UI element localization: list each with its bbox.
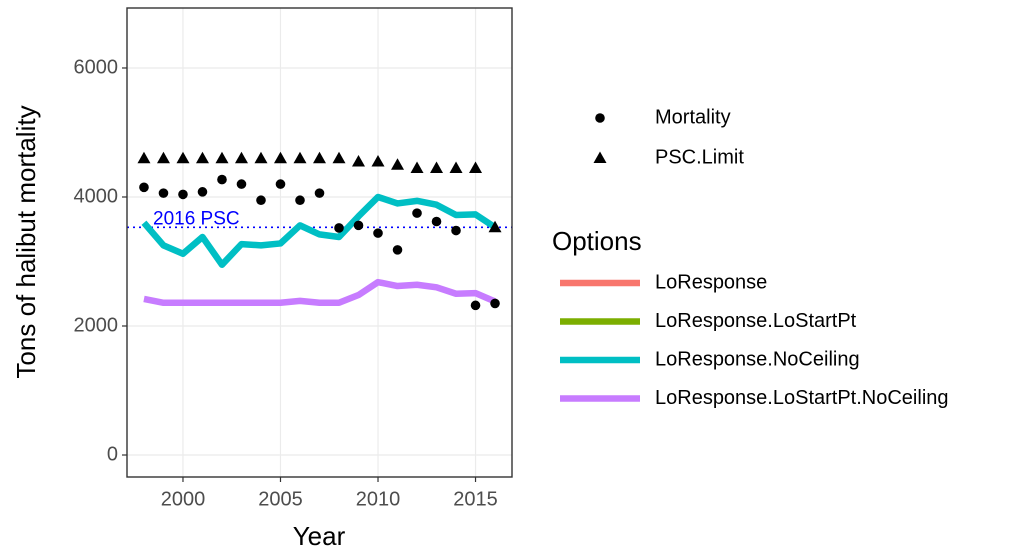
data-point: [430, 161, 444, 173]
data-point: [488, 220, 502, 233]
legend-label: LoResponse: [655, 271, 767, 293]
legend-label: LoResponse.LoStartPt: [655, 310, 857, 332]
data-point: [410, 161, 424, 173]
legend-title: Options: [552, 226, 642, 256]
data-point: [273, 151, 287, 164]
data-point: [176, 151, 190, 164]
data-point: [275, 179, 286, 189]
x-tick-label: 2015: [453, 488, 498, 510]
x-tick-label: 2005: [258, 488, 303, 510]
data-point: [470, 300, 481, 311]
data-point: [451, 225, 461, 236]
data-point: [156, 151, 170, 164]
legend-marker: [595, 113, 605, 123]
data-point: [234, 151, 248, 164]
data-point: [139, 182, 149, 193]
data-point: [217, 174, 227, 185]
data-point: [391, 158, 405, 170]
legend-label: LoResponse.LoStartPt.NoCeiling: [655, 387, 949, 409]
data-point: [392, 245, 403, 255]
data-point: [236, 179, 247, 189]
data-point: [195, 151, 209, 164]
data-point: [412, 208, 422, 218]
data-point: [256, 195, 266, 206]
series-line: [141, 193, 497, 268]
x-axis-title: Year: [293, 521, 346, 551]
legend-marker: [593, 151, 607, 163]
data-point: [431, 216, 442, 227]
data-point: [449, 161, 463, 173]
data-point: [332, 151, 346, 164]
data-point: [215, 151, 229, 164]
data-point: [295, 195, 305, 206]
data-point: [469, 161, 483, 173]
data-point: [371, 155, 385, 167]
data-point: [197, 187, 208, 197]
reference-label: 2016 PSC: [153, 208, 240, 229]
y-tick-label: 6000: [74, 56, 119, 78]
y-tick-label: 2000: [74, 314, 119, 336]
data-point: [353, 220, 364, 231]
y-tick-label: 0: [107, 443, 118, 465]
series-line: [143, 278, 497, 307]
data-point: [137, 151, 151, 164]
data-point: [293, 151, 307, 164]
plot-border: [126, 7, 513, 478]
data-point: [158, 188, 169, 198]
x-tick-label: 2010: [356, 488, 401, 510]
y-axis-title: Tons of halibut mortality: [11, 105, 41, 378]
legend-label: LoResponse.NoCeiling: [655, 348, 860, 370]
data-point: [313, 151, 326, 164]
data-point: [178, 189, 188, 200]
data-point: [314, 188, 325, 198]
legend-label: Mortality: [655, 106, 731, 128]
data-point: [352, 155, 366, 167]
data-point: [490, 298, 500, 309]
data-point: [254, 151, 268, 164]
data-point: [334, 223, 344, 233]
y-tick-label: 4000: [74, 185, 119, 207]
legend-label: PSC.Limit: [655, 146, 744, 168]
x-tick-label: 2000: [161, 488, 206, 510]
data-point: [373, 228, 383, 238]
